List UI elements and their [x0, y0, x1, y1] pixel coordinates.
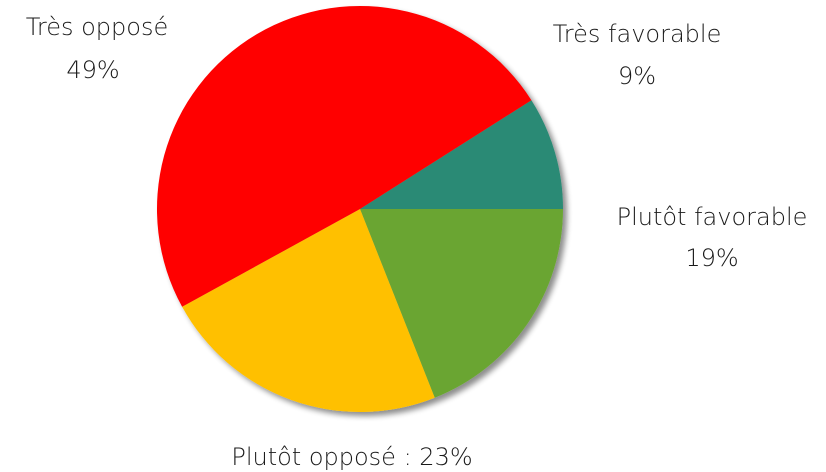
pie-slices	[156, 5, 563, 412]
pie-slice-tres-oppose	[156, 5, 532, 307]
slice-label-tres-oppose: Très opposé	[26, 13, 168, 41]
slice-value-plutot-favorable: 19%	[685, 244, 738, 272]
pie-slice-plutot-oppose	[182, 209, 435, 412]
slice-label-tres-favorable: Très favorable	[553, 20, 722, 48]
pie-slice-tres-favorable	[360, 100, 563, 209]
slice-label-plutot-favorable: Plutôt favorable	[617, 203, 808, 231]
slice-label-plutot-oppose: Plutôt opposé : 23%	[231, 443, 472, 471]
slice-value-tres-favorable: 9%	[618, 62, 656, 90]
pie-slice-plutot-favorable	[360, 209, 563, 398]
slice-value-tres-oppose: 49%	[66, 56, 119, 84]
